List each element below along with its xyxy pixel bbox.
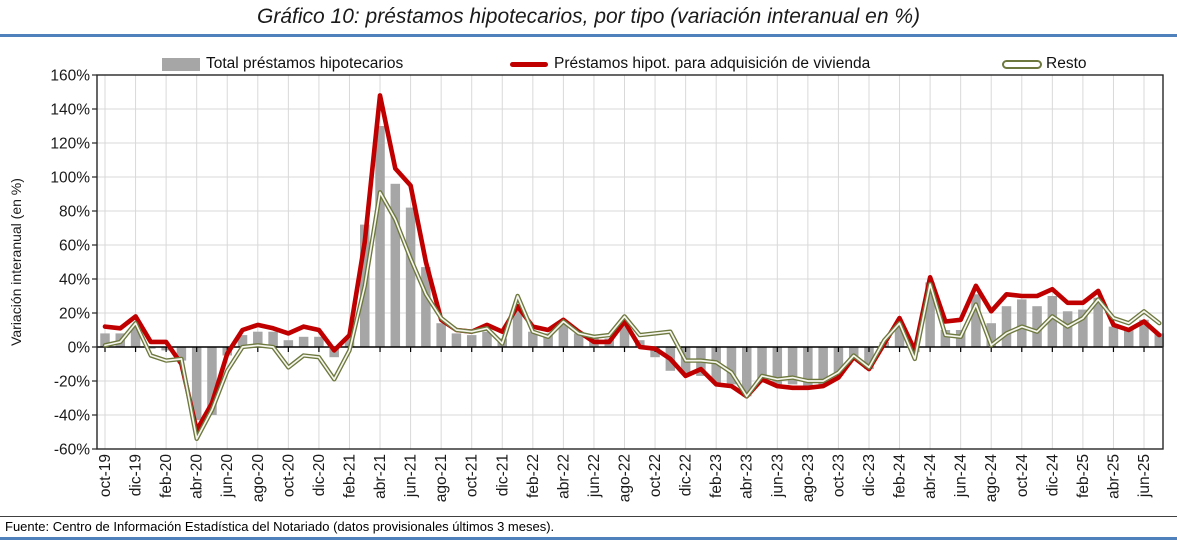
bottom-rule: [0, 537, 1177, 540]
line-resto: [102, 190, 1162, 441]
legend-label-total: Total préstamos hipotecarios: [206, 55, 404, 72]
svg-text:160%: 160%: [50, 68, 90, 85]
legend-swatch-total-bar: [162, 58, 200, 71]
svg-text:abr-21: abr-21: [372, 454, 389, 499]
footer-separator-line: [0, 516, 1177, 517]
svg-text:dic-23: dic-23: [861, 454, 878, 496]
svg-text:20%: 20%: [59, 306, 90, 323]
svg-text:dic-19: dic-19: [128, 454, 145, 496]
svg-text:abr-20: abr-20: [189, 454, 206, 499]
svg-text:dic-24: dic-24: [1044, 454, 1061, 497]
svg-text:jun-22: jun-22: [586, 454, 603, 498]
x-tick-labels: oct-19 dic-19 feb-20 abr-20 jun-20 ago-20 oct-…: [97, 454, 1153, 503]
svg-text:oct-23: oct-23: [830, 454, 847, 497]
svg-text:ago-22: ago-22: [617, 454, 634, 502]
legend-label-resto: Resto: [1046, 55, 1087, 72]
svg-text:oct-24: oct-24: [1014, 454, 1031, 497]
svg-text:40%: 40%: [59, 272, 90, 289]
svg-text:feb-23: feb-23: [708, 454, 725, 498]
legend-swatch-resto-line: [1002, 60, 1042, 69]
svg-text:dic-22: dic-22: [678, 454, 695, 496]
svg-text:ago-23: ago-23: [800, 454, 817, 502]
svg-text:80%: 80%: [59, 204, 90, 221]
svg-text:oct-19: oct-19: [97, 454, 114, 497]
y-gridlines: [97, 108, 1163, 416]
svg-text:-40%: -40%: [54, 408, 90, 425]
svg-text:dic-20: dic-20: [311, 454, 328, 497]
svg-text:-60%: -60%: [54, 442, 90, 459]
svg-text:ago-20: ago-20: [250, 454, 267, 503]
svg-text:ago-24: ago-24: [983, 454, 1000, 503]
svg-text:jun-24: jun-24: [953, 454, 970, 498]
zero-axis: [97, 346, 1163, 352]
svg-text:120%: 120%: [50, 136, 90, 153]
svg-text:feb-21: feb-21: [341, 454, 358, 498]
legend-swatch-vivienda-line: [510, 62, 548, 67]
svg-text:100%: 100%: [50, 170, 90, 187]
bars-total-series: [100, 126, 1165, 421]
svg-text:feb-25: feb-25: [1075, 454, 1092, 498]
source-footer-text: Fuente: Centro de Información Estadístic…: [5, 519, 555, 534]
svg-text:feb-24: feb-24: [892, 454, 909, 498]
svg-text:jun-23: jun-23: [769, 454, 786, 498]
svg-text:ago-21: ago-21: [433, 454, 450, 502]
svg-text:jun-20: jun-20: [219, 454, 236, 498]
svg-text:60%: 60%: [59, 238, 90, 255]
svg-text:abr-24: abr-24: [922, 454, 939, 499]
y-tick-labels: 160% 140% 120% 100% 80% 60% 40% 20% 0% -20% -40% -6…: [50, 68, 90, 459]
svg-text:oct-21: oct-21: [464, 454, 481, 497]
svg-text:-20%: -20%: [54, 374, 90, 391]
svg-text:dic-21: dic-21: [494, 454, 511, 496]
line-vivienda: [102, 93, 1162, 433]
svg-text:feb-20: feb-20: [158, 454, 175, 498]
title-separator-rule: [0, 34, 1177, 37]
legend-label-vivienda: Préstamos hipot. para adquisición de viv…: [554, 55, 871, 72]
svg-text:oct-22: oct-22: [647, 454, 664, 497]
chart-title: Gráfico 10: préstamos hipotecarios, por …: [257, 5, 920, 28]
svg-text:oct-20: oct-20: [280, 454, 297, 497]
svg-text:abr-25: abr-25: [1105, 454, 1122, 499]
svg-text:abr-22: abr-22: [555, 454, 572, 499]
x-gridlines: [104, 75, 1145, 449]
svg-text:jun-25: jun-25: [1136, 454, 1153, 498]
svg-text:0%: 0%: [68, 340, 91, 357]
svg-text:jun-21: jun-21: [403, 454, 420, 498]
svg-text:feb-22: feb-22: [525, 454, 542, 498]
svg-text:140%: 140%: [50, 102, 90, 119]
svg-text:abr-23: abr-23: [739, 454, 756, 499]
plot-border: [92, 74, 1164, 450]
